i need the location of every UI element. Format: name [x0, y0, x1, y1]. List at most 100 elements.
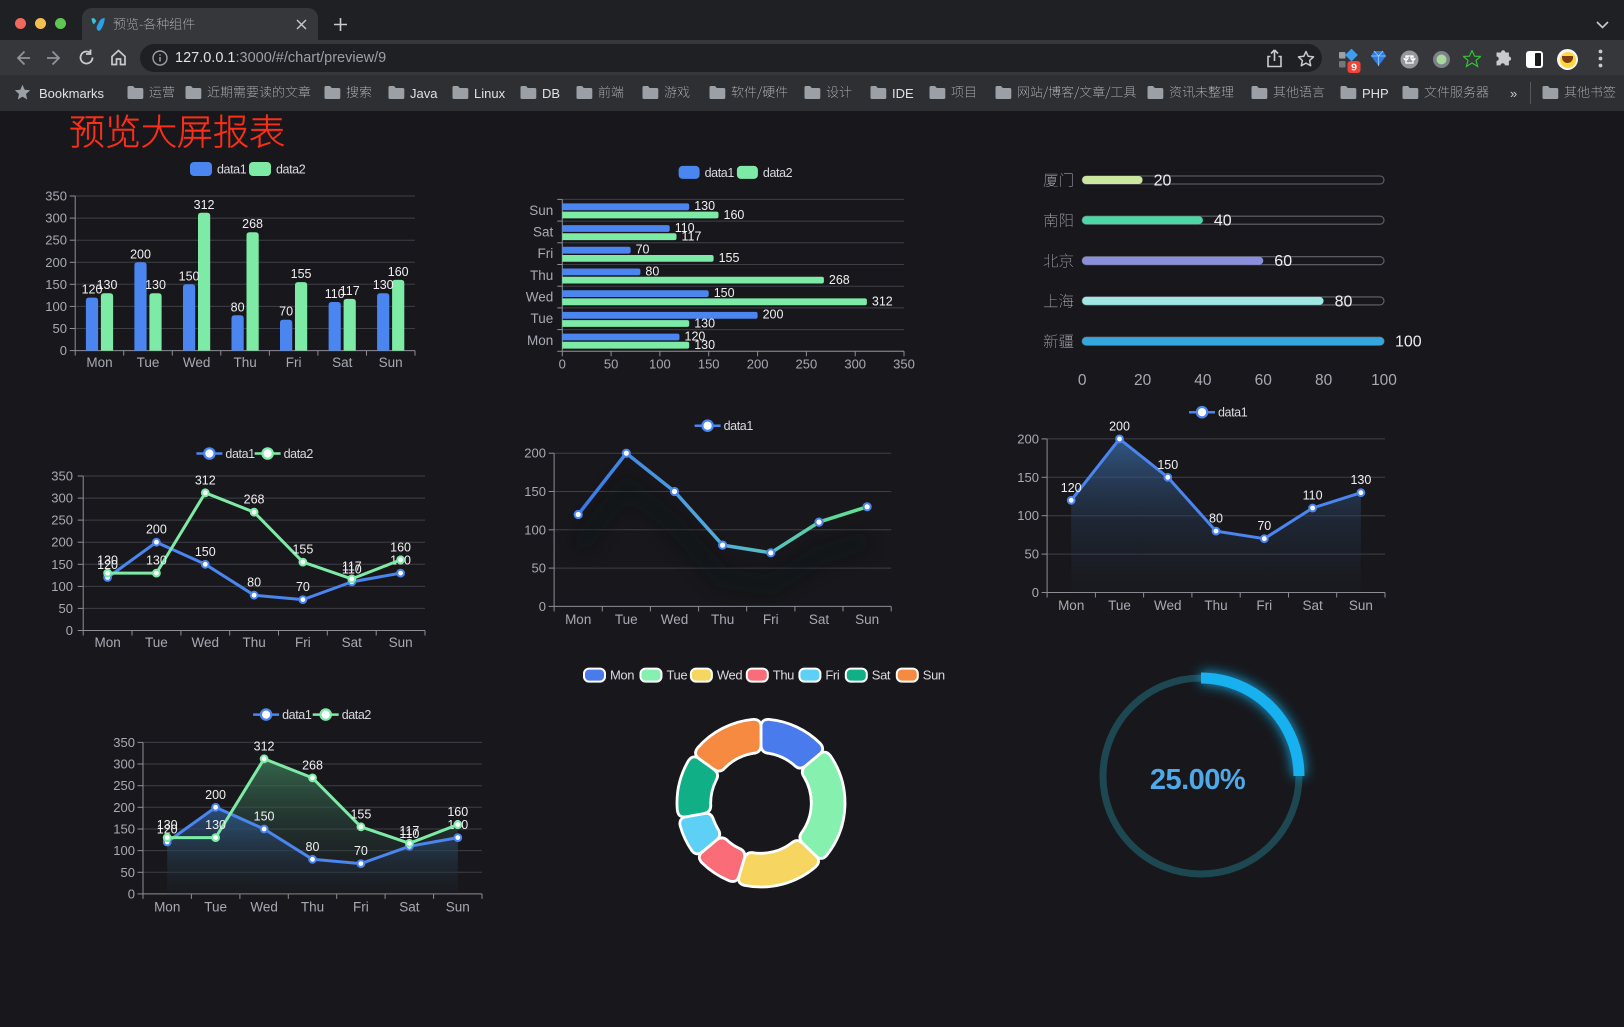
svg-text:Wed: Wed: [192, 635, 220, 650]
svg-text:Sun: Sun: [446, 899, 470, 914]
svg-text:Wed: Wed: [250, 899, 278, 914]
svg-text:Tue: Tue: [137, 355, 160, 370]
svg-text:50: 50: [1025, 547, 1039, 562]
svg-text:155: 155: [292, 543, 313, 557]
svg-text:Wed: Wed: [526, 290, 554, 305]
svg-text:0: 0: [128, 886, 135, 901]
svg-text:data2: data2: [763, 166, 793, 180]
svg-text:70: 70: [279, 305, 293, 319]
svg-text:Fri: Fri: [538, 246, 554, 261]
svg-text:0: 0: [1032, 585, 1039, 600]
svg-text:data1: data1: [225, 447, 255, 461]
svg-text:110: 110: [325, 287, 345, 301]
svg-text:100: 100: [1017, 508, 1039, 523]
svg-text:312: 312: [254, 739, 275, 753]
svg-text:Sat: Sat: [332, 355, 353, 370]
svg-text:312: 312: [872, 295, 893, 309]
svg-text:50: 50: [59, 601, 73, 616]
svg-text:268: 268: [829, 273, 850, 287]
svg-text:Tue: Tue: [667, 668, 688, 683]
svg-text:250: 250: [51, 513, 73, 528]
svg-text:150: 150: [524, 484, 546, 499]
svg-text:20: 20: [1134, 372, 1152, 389]
svg-text:40: 40: [1194, 372, 1212, 389]
svg-text:Sat: Sat: [533, 224, 554, 239]
svg-text:data2: data2: [284, 447, 314, 461]
svg-text:Fri: Fri: [763, 612, 779, 627]
svg-text:155: 155: [719, 251, 740, 265]
svg-text:200: 200: [1109, 419, 1130, 433]
svg-text:160: 160: [388, 265, 409, 279]
svg-text:100: 100: [113, 843, 135, 858]
svg-text:130: 130: [694, 199, 715, 213]
svg-text:Sun: Sun: [379, 355, 403, 370]
svg-text:150: 150: [113, 822, 135, 837]
svg-text:Sat: Sat: [809, 612, 830, 627]
svg-text:150: 150: [254, 810, 275, 824]
svg-text:Sat: Sat: [1302, 598, 1323, 613]
svg-text:120: 120: [97, 558, 118, 572]
svg-text:0: 0: [66, 623, 73, 638]
svg-text:70: 70: [296, 580, 310, 594]
svg-text:Sun: Sun: [529, 203, 553, 218]
svg-text:Mon: Mon: [86, 355, 112, 370]
svg-text:117: 117: [399, 824, 419, 838]
svg-text:0: 0: [539, 599, 546, 614]
svg-text:9: 9: [1351, 62, 1357, 74]
svg-text:Mon: Mon: [94, 635, 120, 650]
svg-text:data1: data1: [1218, 406, 1248, 420]
svg-text:Sat: Sat: [399, 899, 420, 914]
svg-text:Thu: Thu: [233, 355, 256, 370]
svg-text:155: 155: [291, 267, 312, 281]
svg-text:Mon: Mon: [527, 333, 553, 348]
svg-text:268: 268: [244, 493, 265, 507]
svg-text:200: 200: [146, 523, 167, 537]
svg-text:300: 300: [51, 491, 73, 506]
svg-text:130: 130: [694, 316, 715, 330]
svg-text:130: 130: [205, 818, 226, 832]
svg-text:Fri: Fri: [286, 355, 302, 370]
svg-text:80: 80: [306, 840, 320, 854]
svg-text:80: 80: [1315, 372, 1333, 389]
svg-text:Fri: Fri: [353, 899, 369, 914]
svg-text:Thu: Thu: [1204, 598, 1227, 613]
svg-text:Thu: Thu: [773, 668, 794, 683]
svg-text:70: 70: [1257, 519, 1271, 533]
svg-text:110: 110: [399, 827, 419, 841]
svg-text:70: 70: [636, 243, 650, 257]
svg-text:Wed: Wed: [183, 355, 211, 370]
svg-text:Sun: Sun: [1349, 598, 1373, 613]
svg-text:150: 150: [1017, 470, 1039, 485]
svg-text:50: 50: [532, 561, 546, 576]
svg-text:300: 300: [113, 757, 135, 772]
svg-text:200: 200: [747, 356, 769, 371]
svg-text:350: 350: [113, 735, 135, 750]
svg-text:200: 200: [51, 535, 73, 550]
svg-text:100: 100: [524, 522, 546, 537]
svg-text:200: 200: [45, 255, 67, 270]
svg-text:Fri: Fri: [295, 635, 311, 650]
svg-text:Mon: Mon: [154, 899, 180, 914]
svg-text:130: 130: [97, 278, 118, 292]
svg-text:110: 110: [675, 221, 695, 235]
svg-text:110: 110: [342, 562, 362, 576]
svg-text:Mon: Mon: [610, 668, 634, 683]
svg-text:25.00%: 25.00%: [1150, 764, 1246, 796]
svg-text:150: 150: [45, 277, 67, 292]
svg-text:Wed: Wed: [1154, 598, 1182, 613]
svg-text:40: 40: [1214, 213, 1232, 230]
svg-text:160: 160: [390, 540, 411, 554]
svg-text:data1: data1: [217, 163, 247, 177]
svg-text:Mon: Mon: [1058, 598, 1084, 613]
svg-text:0: 0: [559, 356, 566, 371]
svg-text:150: 150: [698, 356, 720, 371]
svg-text:350: 350: [51, 469, 73, 484]
svg-text:130: 130: [1350, 473, 1371, 487]
svg-text:200: 200: [524, 446, 546, 461]
svg-text:250: 250: [113, 778, 135, 793]
svg-text:120: 120: [82, 283, 103, 297]
svg-text:350: 350: [893, 356, 915, 371]
svg-text:Tue: Tue: [615, 612, 638, 627]
svg-text:150: 150: [51, 557, 73, 572]
svg-text:data2: data2: [276, 163, 306, 177]
